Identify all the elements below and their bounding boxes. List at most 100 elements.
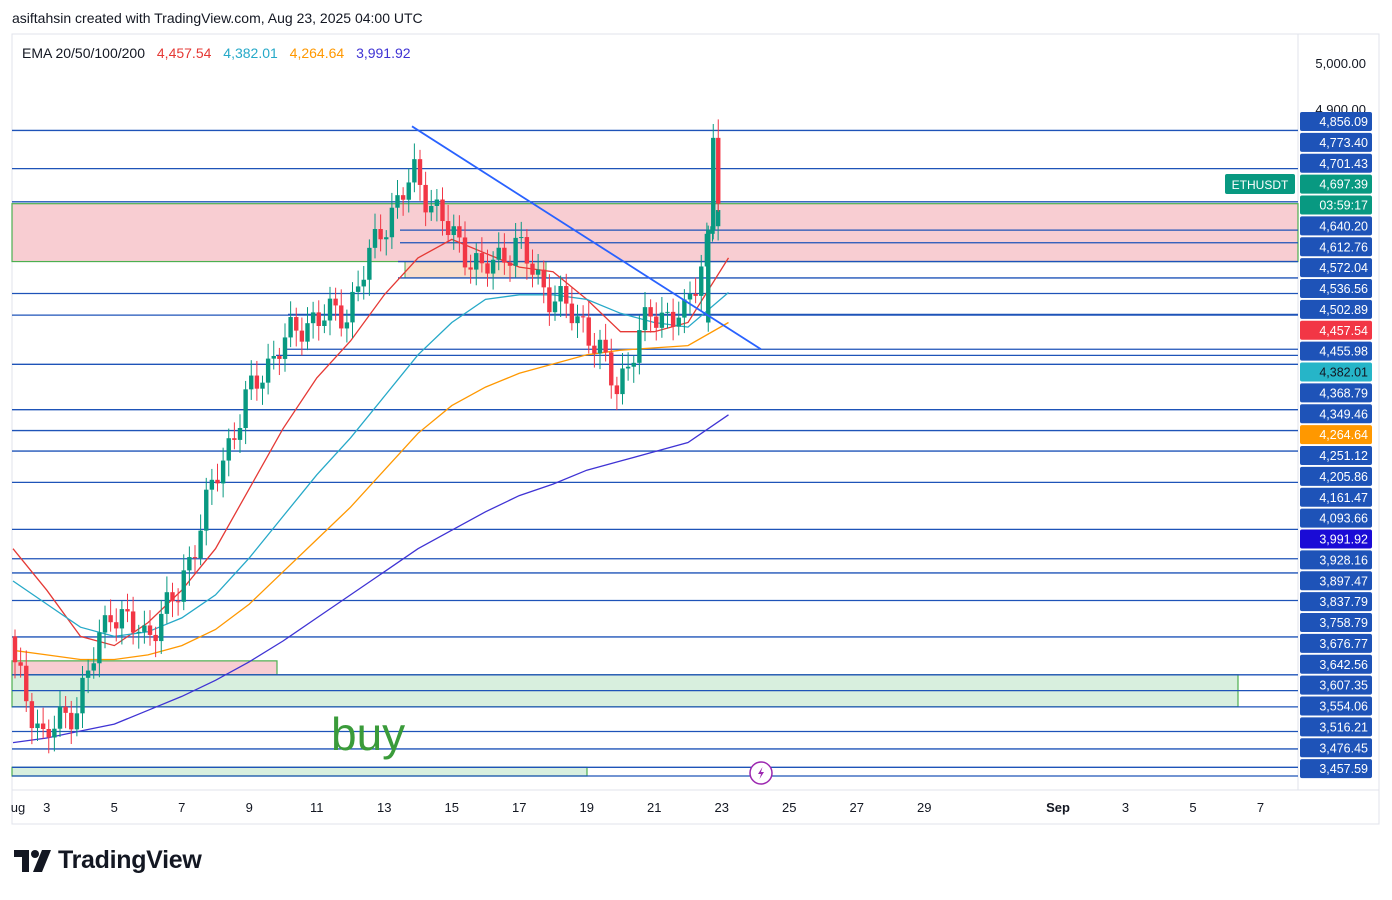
price-label-box [1300, 383, 1372, 403]
price-label-box [1300, 195, 1372, 215]
candle-body [181, 570, 186, 602]
candle-body [175, 601, 181, 603]
support-zone [11, 766, 588, 777]
candle-body [451, 226, 456, 236]
candle-body [502, 247, 507, 263]
candle-body [609, 352, 614, 386]
candle-body [333, 298, 338, 306]
price-label-box [1300, 633, 1372, 653]
candle-body [479, 253, 485, 264]
price-label-box [1300, 550, 1372, 570]
candle-body [417, 159, 423, 185]
price-label-box [1300, 529, 1372, 549]
time-axis-tick: 9 [246, 800, 253, 815]
candle-body [580, 316, 586, 318]
price-label-box [1300, 362, 1372, 382]
candle-body [254, 375, 260, 389]
candle-body [97, 632, 102, 664]
candle-body [80, 677, 85, 714]
candle-body [220, 460, 226, 484]
brand-name: TradingView [58, 846, 202, 874]
price-label: 4,368.79 [1319, 386, 1368, 400]
price-label: 3,642.56 [1319, 658, 1368, 672]
price-label: 3,837.79 [1319, 595, 1368, 609]
price-label: 4,205.86 [1319, 470, 1368, 484]
candle-body [434, 199, 440, 206]
time-axis-tick: 21 [647, 800, 661, 815]
price-label: 4,612.76 [1319, 240, 1368, 254]
time-axis-tick: 5 [111, 800, 118, 815]
price-label: 3,991.92 [1319, 533, 1368, 547]
candle-body [153, 634, 158, 642]
candle-body [277, 355, 282, 359]
time-axis-tick: 7 [1257, 800, 1264, 815]
candle-body [513, 237, 518, 266]
price-label: 3,676.77 [1319, 637, 1368, 651]
candle-body [687, 293, 693, 300]
price-label: 3,607.35 [1319, 679, 1368, 693]
time-axis-tick: 29 [917, 800, 931, 815]
candle-body [35, 723, 40, 729]
candle-body [350, 291, 355, 323]
symbol-text: ETHUSDT [1232, 178, 1289, 192]
candle-body [232, 438, 237, 440]
candle-body [119, 609, 125, 629]
candle-body [642, 307, 648, 331]
candle-body [547, 287, 552, 313]
time-axis-tick: 25 [782, 800, 796, 815]
time-axis-tick: 19 [580, 800, 594, 815]
candle-body [597, 339, 603, 354]
candle-body [327, 298, 333, 321]
ema-100-value: 4,264.64 [289, 45, 345, 61]
price-label-box [1300, 132, 1372, 152]
candle-body [659, 312, 665, 328]
trendline-layer [411, 125, 762, 351]
candle-body [485, 263, 490, 274]
candle-body [586, 317, 591, 346]
candle-body [69, 712, 74, 730]
price-label: 3,758.79 [1319, 616, 1368, 630]
price-label: 3,476.45 [1319, 741, 1368, 755]
candle-body [57, 706, 63, 729]
price-label: 4,264.64 [1319, 428, 1368, 442]
candle-body [541, 269, 546, 288]
candle-body [85, 670, 91, 678]
candle-body [282, 337, 288, 359]
candle-body [226, 438, 231, 461]
candle-body [361, 279, 366, 287]
candle-body [372, 228, 378, 248]
candle-body [412, 159, 417, 183]
price-label-box [1300, 446, 1372, 465]
candle-body [552, 301, 558, 313]
ema-legend[interactable]: EMA 20/50/100/200 4,457.54 4,382.01 4,26… [22, 45, 419, 61]
resistance-zone [11, 203, 1299, 263]
price-label-box [1300, 675, 1372, 695]
candle-body [63, 706, 68, 713]
candle-body [592, 345, 597, 354]
replay-icon[interactable] [749, 761, 773, 785]
price-label: 4,773.40 [1319, 136, 1368, 150]
candle-body [406, 182, 411, 200]
time-axis-tick: 3 [1122, 800, 1129, 815]
candle-body [631, 362, 636, 367]
candle-body [40, 723, 46, 729]
candle-body [74, 713, 80, 730]
price-label-box [1300, 237, 1372, 257]
candles-layer [12, 119, 721, 754]
candle-body [52, 728, 57, 738]
price-label-box [1300, 112, 1372, 131]
price-label-box [1300, 508, 1372, 528]
candle-body [496, 247, 501, 260]
candle-body [706, 230, 711, 323]
price-label: 03:59:17 [1319, 199, 1368, 213]
descending-trendline[interactable] [411, 125, 762, 351]
candle-body [108, 615, 113, 623]
price-axis-tick: 5,000.00 [1315, 56, 1366, 71]
candle-body [243, 389, 248, 429]
candle-body [215, 479, 220, 484]
candle-body [265, 358, 271, 383]
chart-header: asiftahsin created with TradingView.com,… [12, 10, 423, 26]
price-label-box [1300, 696, 1372, 716]
time-axis-tick: 5 [1189, 800, 1196, 815]
